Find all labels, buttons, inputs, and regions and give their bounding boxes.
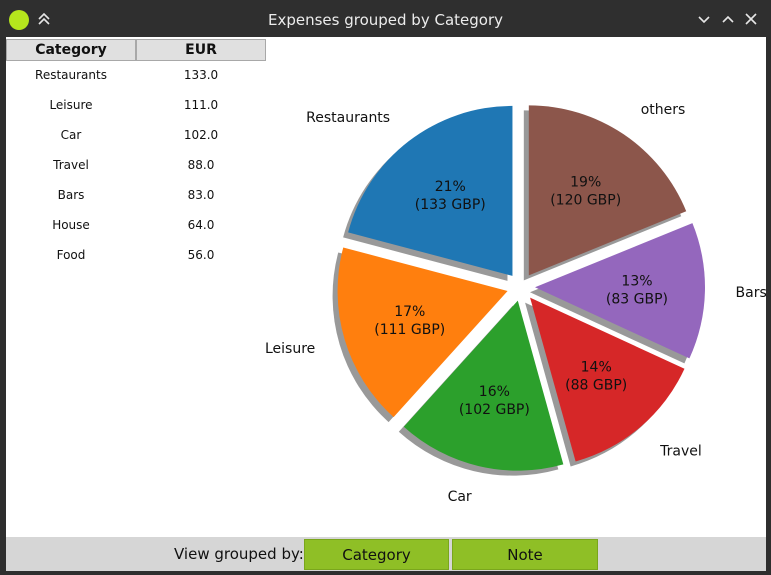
cell-amount: 102.0 (183, 128, 219, 142)
table-row[interactable]: Travel 88.0 (6, 157, 266, 187)
table-row[interactable]: Bars 83.0 (6, 187, 266, 217)
cell-amount: 88.0 (187, 158, 215, 172)
table-row[interactable]: Restaurants 133.0 (6, 67, 266, 97)
bottom-toolbar: View grouped by: Category Note (6, 537, 766, 571)
pie-slice-percent-label: 16% (479, 384, 510, 400)
group-by-category-button[interactable]: Category (304, 539, 449, 570)
close-icon[interactable] (740, 8, 762, 30)
cell-category: Restaurants (35, 68, 107, 82)
pie-slice-value-label: (102 GBP) (459, 402, 530, 418)
pie-slice-value-label: (111 GBP) (374, 322, 445, 338)
pie-slice-value-label: (120 GBP) (550, 193, 621, 209)
pie-slice-value-label: (133 GBP) (415, 197, 486, 213)
cell-amount: 133.0 (183, 68, 219, 82)
pie-slice-percent-label: 14% (581, 359, 612, 375)
column-header-amount[interactable]: EUR (136, 39, 266, 61)
pie-slice-restaurants (348, 105, 513, 276)
table-row[interactable]: Leisure 111.0 (6, 97, 266, 127)
main-content: Category EUR Restaurants 133.0 Leisure 1… (6, 37, 766, 537)
cell-amount: 111.0 (183, 98, 219, 112)
pie-slice-percent-label: 17% (394, 304, 425, 320)
pie-slice-bars (534, 223, 705, 359)
pie-slice-leisure (337, 247, 508, 418)
pie-category-label: Leisure (265, 341, 315, 357)
pie-category-label: Travel (659, 443, 702, 459)
table-row[interactable]: Car 102.0 (6, 127, 266, 157)
cell-amount: 64.0 (187, 218, 215, 232)
minimize-icon[interactable] (693, 8, 715, 30)
pie-category-label: Bars (736, 285, 766, 301)
pie-slice-others (528, 105, 687, 276)
pie-category-label: Restaurants (306, 110, 390, 126)
pie-slice-value-label: (83 GBP) (606, 292, 668, 308)
cell-category: House (52, 218, 90, 232)
pie-slice-car (403, 300, 564, 471)
cell-amount: 83.0 (187, 188, 215, 202)
title-bar: Expenses grouped by Category (0, 0, 771, 37)
cell-category: Travel (53, 158, 89, 172)
group-by-note-button[interactable]: Note (452, 539, 598, 570)
pie-chart: 21% (133 GBP) Restaurants 17% (111 GBP) Leisu… (265, 102, 766, 505)
group-by-label: View grouped by: (174, 545, 304, 563)
cell-category: Food (56, 248, 86, 262)
table-row[interactable]: House 64.0 (6, 217, 266, 247)
pie-slice-value-label: (88 GBP) (565, 377, 627, 393)
pie-slice-percent-label: 13% (621, 274, 652, 290)
app-icon[interactable] (9, 10, 29, 30)
cell-amount: 56.0 (187, 248, 215, 262)
pie-slice-percent-label: 19% (570, 175, 601, 191)
table-row[interactable]: Food 56.0 (6, 247, 266, 277)
column-header-category[interactable]: Category (6, 39, 136, 61)
keep-above-icon[interactable] (33, 8, 55, 30)
pie-slice-travel (530, 297, 685, 462)
maximize-icon[interactable] (717, 8, 739, 30)
pie-category-label: others (641, 102, 686, 118)
pie-slice-percent-label: 21% (435, 179, 466, 195)
window-title: Expenses grouped by Category (267, 11, 503, 29)
cell-category: Car (60, 128, 82, 142)
pie-category-label: Car (448, 489, 472, 505)
cell-category: Leisure (49, 98, 93, 112)
cell-category: Bars (57, 188, 85, 202)
